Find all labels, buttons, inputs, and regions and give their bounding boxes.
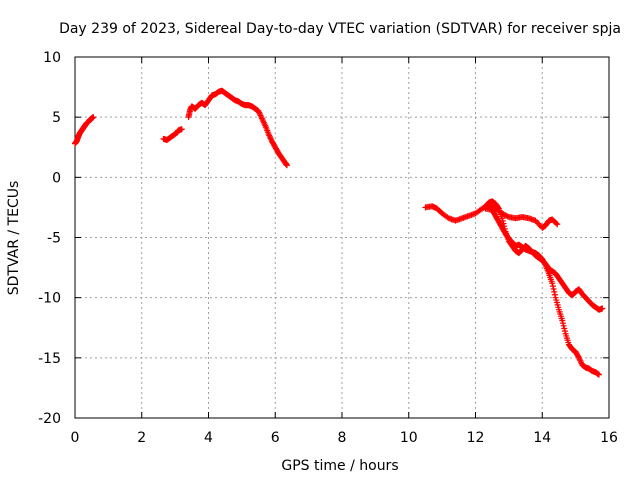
data-point [551,291,558,298]
chart-title: Day 239 of 2023, Sidereal Day-to-day VTE… [59,21,621,37]
x-tick-label: 0 [71,430,80,446]
data-point [561,325,568,332]
data-point [551,288,558,295]
series-arc-6 [482,205,606,313]
y-tick-label: -15 [38,351,61,367]
series-arc-4 [422,202,561,231]
y-tick-label: 5 [52,110,61,126]
data-point [553,220,560,227]
data-point [595,371,602,378]
data-point [559,320,566,327]
y-tick-label: -10 [38,291,61,307]
x-tick-label: 8 [338,430,347,446]
data-point [90,114,97,121]
data-point [560,322,567,329]
data-point [549,283,556,290]
x-tick-label: 4 [204,430,213,446]
data-point [504,213,511,220]
data-point [599,305,606,312]
y-axis: -20 -15 -10 -5 0 5 10 [38,50,609,427]
data-point [499,215,506,222]
data-series [72,87,606,378]
y-tick-label: 0 [52,170,61,186]
series-arc-1 [72,114,97,147]
series-arc-2 [160,126,185,144]
x-tick-label: 14 [533,430,551,446]
data-point [550,286,557,293]
data-point [575,353,582,360]
series-arc-3 [185,87,290,169]
data-point [495,204,502,211]
x-tick-label: 12 [467,430,485,446]
y-tick-label: -5 [47,231,61,247]
data-point [549,280,556,287]
data-point [283,162,290,169]
x-tick-label: 6 [271,430,280,446]
x-tick-label: 2 [137,430,146,446]
x-axis-label: GPS time / hours [281,458,398,474]
y-tick-label: -20 [38,411,61,427]
y-tick-label: 10 [43,50,61,66]
x-tick-label: 16 [600,430,618,446]
series-arc-5 [482,198,602,378]
grid-lines [75,57,609,418]
x-tick-label: 10 [400,430,418,446]
data-point [178,126,185,133]
data-point [554,221,561,228]
data-point [561,328,568,335]
x-axis: 0 2 4 6 8 10 12 14 16 [71,57,618,446]
y-axis-label: SDTVAR / TECUs [6,181,22,296]
data-point [559,317,566,324]
